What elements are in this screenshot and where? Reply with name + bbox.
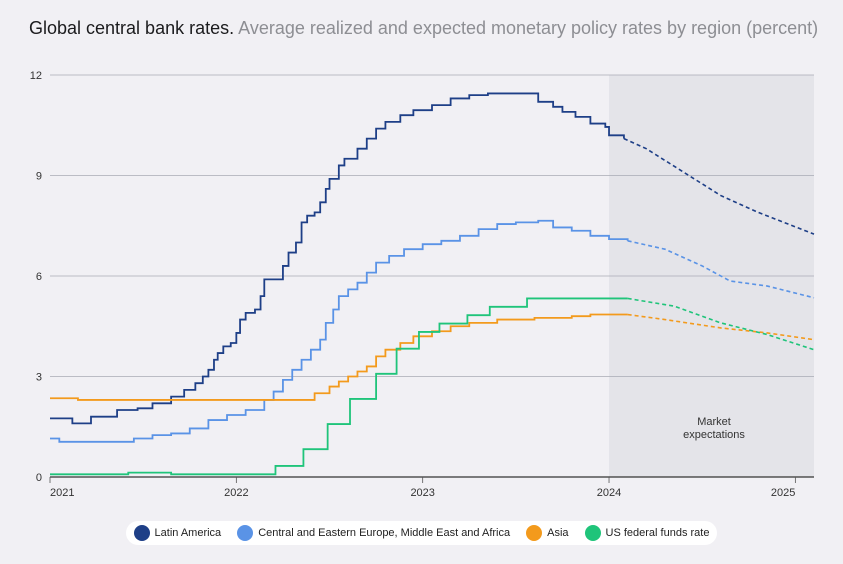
expectations-label: expectations (683, 429, 745, 441)
y-tick-label: 3 (36, 372, 42, 384)
x-tick-label: 2024 (597, 487, 621, 499)
legend-item: Asia (526, 525, 569, 541)
series-line-actual-1 (50, 219, 629, 443)
x-tick-label: 2022 (224, 487, 248, 499)
y-tick-label: 6 (36, 271, 42, 283)
legend-item: Latin America (133, 525, 222, 541)
series-line-expected-3 (627, 297, 815, 351)
legend-swatch (237, 525, 254, 541)
legend-items: Latin America Central and Eastern Europe,… (125, 521, 718, 545)
series-line-expected-1 (627, 240, 815, 299)
chart-legend: Latin America Central and Eastern Europe,… (0, 521, 843, 545)
x-tick-label: 2023 (410, 487, 434, 499)
legend-swatch (584, 525, 601, 541)
x-tick-label: 2025 (771, 487, 795, 499)
y-tick-label: 9 (36, 171, 42, 183)
series-line-actual-0 (50, 92, 625, 425)
legend-label: Central and Eastern Europe, Middle East … (258, 527, 511, 539)
legend-item: US federal funds rate (584, 525, 710, 541)
y-tick-label: 0 (36, 472, 42, 484)
series-line-actual-3 (50, 297, 628, 476)
legend-item: Central and Eastern Europe, Middle East … (237, 525, 510, 541)
chart-subtitle: Average realized and expected monetary p… (238, 18, 819, 38)
x-tick-label: 2021 (50, 487, 74, 499)
chart-title-main: Global central bank rates. (29, 18, 235, 38)
y-tick-label: 12 (30, 70, 42, 82)
series-line-actual-2 (50, 313, 628, 401)
legend-label: Asia (547, 527, 569, 539)
legend-swatch (133, 525, 150, 541)
legend-label: Latin America (154, 527, 222, 539)
expectations-label: Market (697, 416, 731, 428)
chart-title: Global central bank rates. Average reali… (29, 18, 818, 39)
series-line-expected-2 (627, 313, 815, 341)
series-line-expected-0 (623, 137, 815, 235)
legend-swatch (526, 525, 543, 541)
legend-label: US federal funds rate (605, 527, 710, 539)
